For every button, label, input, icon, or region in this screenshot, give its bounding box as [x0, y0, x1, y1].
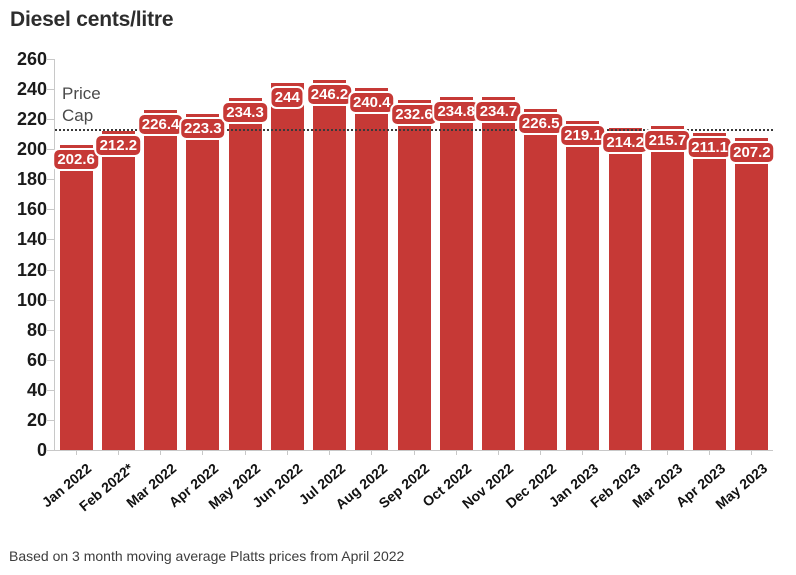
bar [524, 109, 558, 450]
bar-value-label: 219.1 [559, 123, 607, 147]
bar [355, 88, 389, 450]
x-tick-mark [624, 450, 626, 455]
bar-value-label: 202.6 [52, 148, 100, 172]
bar [566, 120, 600, 450]
chart-title: Diesel cents/litre [10, 8, 174, 31]
bar [228, 97, 262, 450]
bar [144, 109, 178, 450]
x-tick-mark [455, 450, 457, 455]
x-tick-mark [75, 450, 77, 455]
bar [270, 83, 304, 450]
x-tick-mark [751, 450, 753, 455]
y-tick-label: 80 [26, 319, 47, 340]
bar [650, 125, 684, 450]
y-tick-label: 260 [16, 49, 47, 69]
plot-area: Price Cap 202.6 Jan 2022 212.2 Feb 2022* 226… [39, 59, 776, 514]
bar-value-label: 240.4 [347, 91, 396, 115]
bar-value-label: 232.6 [390, 103, 438, 127]
x-tick-mark [286, 450, 288, 455]
bar [735, 138, 769, 450]
y-tick-mark [47, 299, 54, 301]
bar [186, 114, 220, 450]
price-cap-line [55, 129, 773, 132]
bar [481, 97, 515, 450]
y-tick-label: 200 [16, 139, 47, 160]
y-tick-label: 100 [16, 289, 47, 310]
y-tick-mark [47, 329, 54, 331]
bar-value-label: 244 [269, 86, 305, 110]
bar [59, 145, 93, 450]
bar [608, 127, 642, 450]
x-tick-mark [540, 450, 542, 455]
y-tick-mark [47, 389, 54, 391]
x-tick-mark [117, 450, 119, 455]
bar-value-label: 223.3 [179, 117, 227, 141]
y-tick-label: 40 [26, 379, 47, 400]
y-tick-label: 20 [26, 409, 47, 430]
x-tick-mark [329, 450, 331, 455]
bar-value-label: 234.8 [432, 99, 481, 123]
x-tick-mark [413, 450, 415, 455]
bar-value-label: 212.2 [94, 133, 143, 157]
y-tick-mark [47, 89, 54, 91]
y-tick-label: 180 [16, 169, 47, 190]
x-tick-mark [371, 450, 373, 455]
x-tick-mark [202, 450, 204, 455]
y-tick-label: 120 [16, 259, 47, 280]
bar [397, 100, 431, 450]
y-tick-mark [47, 59, 54, 60]
bar [439, 96, 473, 450]
y-tick-mark [47, 149, 54, 151]
y-tick-mark [47, 119, 54, 121]
bar [101, 130, 135, 450]
chart-footnote: Based on 3 month moving average Platts p… [9, 548, 405, 564]
y-tick-label: 0 [36, 440, 47, 460]
y-tick-mark [47, 419, 54, 421]
x-tick-mark [709, 450, 711, 455]
bar-value-label: 226.4 [136, 112, 185, 136]
x-tick-mark [666, 450, 668, 455]
bar-value-label: 215.7 [643, 128, 692, 152]
x-tick-mark [582, 450, 584, 455]
bar [313, 79, 347, 450]
bar-value-label: 211.1 [686, 135, 733, 159]
x-tick-mark [497, 450, 499, 455]
y-tick-label: 60 [26, 349, 47, 370]
price-cap-label: Price Cap [62, 84, 101, 125]
y-tick-mark [47, 179, 54, 181]
bar-value-label: 234.7 [474, 100, 523, 124]
bar-value-label: 234.3 [221, 100, 269, 124]
y-tick-label: 220 [16, 109, 47, 130]
y-tick-mark [47, 359, 54, 361]
y-tick-mark [47, 269, 54, 271]
x-tick-mark [160, 450, 162, 455]
bar-value-label: 214.2 [601, 130, 649, 154]
y-tick-label: 160 [16, 199, 47, 220]
bar-value-label: 226.5 [516, 112, 565, 136]
x-tick-mark [244, 450, 246, 455]
bar-value-label: 207.2 [728, 141, 776, 165]
y-tick-mark [47, 209, 54, 211]
bar-value-label: 246.2 [305, 82, 354, 106]
y-tick-label: 140 [16, 229, 47, 250]
y-tick-label: 240 [16, 79, 47, 100]
bar [693, 132, 727, 450]
y-tick-mark [47, 450, 54, 451]
y-tick-mark [47, 239, 54, 241]
